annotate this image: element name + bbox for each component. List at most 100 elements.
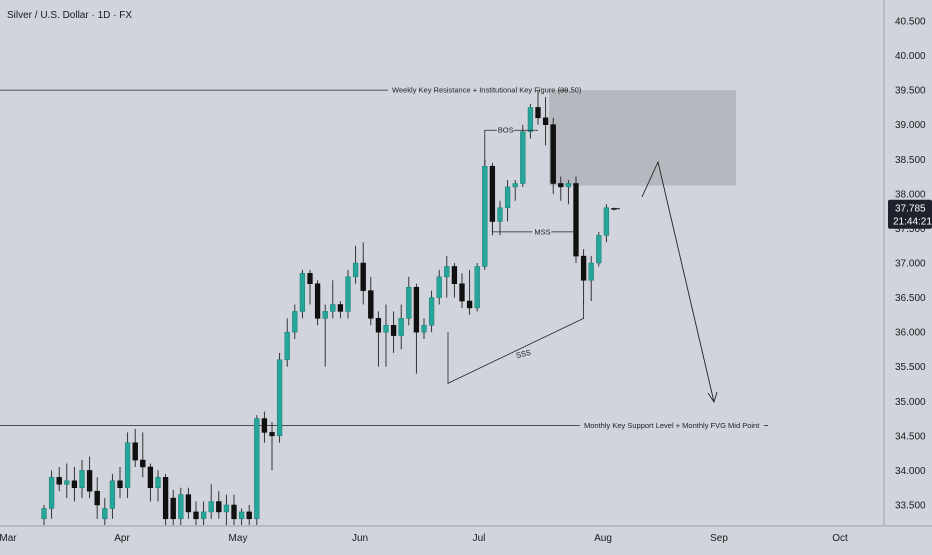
- candle-up: [254, 418, 260, 520]
- candle-up: [79, 470, 85, 488]
- candle-up: [497, 207, 503, 222]
- candle-up: [345, 276, 351, 312]
- candle-up: [436, 276, 442, 298]
- candle-down: [314, 283, 321, 319]
- candle-up: [330, 304, 336, 312]
- price-tick-label: 40.500: [895, 17, 926, 28]
- candle-down: [337, 304, 344, 312]
- candle-up: [124, 442, 131, 488]
- time-tick-label: Sep: [710, 533, 728, 544]
- candle-up: [48, 477, 55, 509]
- price-tick-label: 36.000: [895, 328, 926, 339]
- mss-line: [491, 220, 533, 233]
- candle-down: [231, 504, 237, 520]
- candle-up: [482, 165, 488, 267]
- sss-label: SSS: [515, 348, 532, 360]
- candle-down: [132, 442, 138, 461]
- price-tick-label: 37.000: [895, 259, 926, 270]
- candle-down: [580, 255, 587, 281]
- price-tick-label: 34.000: [895, 466, 926, 477]
- support-label: Monthly Key Support Level + Monthly FVG …: [584, 421, 760, 430]
- candle-up: [208, 501, 214, 513]
- candle-up: [504, 186, 511, 208]
- time-tick-label: Mar: [0, 533, 17, 544]
- projection-arrowhead: [707, 391, 718, 404]
- candle-down: [535, 107, 541, 119]
- candle-down: [216, 501, 222, 513]
- candle-down: [542, 117, 549, 125]
- projection-arrow: [641, 160, 715, 403]
- candle-up: [299, 273, 306, 312]
- sss-line: [447, 301, 584, 384]
- price-axis-background: [884, 0, 932, 550]
- candle-down: [558, 183, 564, 188]
- price-tick-partial: 37.500: [895, 224, 926, 235]
- price-tick-label: 36.500: [895, 293, 926, 304]
- candle-down: [573, 183, 579, 257]
- price-tick-label: 38.500: [895, 155, 926, 166]
- time-tick-label: Jun: [352, 533, 368, 544]
- price-badge-value: 37.785: [895, 204, 926, 215]
- time-tick-label: Jul: [473, 533, 486, 544]
- candle-up: [178, 494, 184, 520]
- candle-down: [459, 283, 465, 302]
- chart-title: Silver / U.S. Dollar · 1D · FX: [7, 10, 132, 21]
- time-tick-label: Aug: [594, 533, 612, 544]
- candle-up: [352, 262, 359, 278]
- candle-up: [109, 480, 116, 509]
- resistance-label: Weekly Key Resistance + Institutional Ke…: [392, 86, 582, 95]
- candle-up: [102, 508, 108, 520]
- time-axis[interactable]: Mar Apr May Jun Jul Aug Sep Oct: [0, 533, 848, 544]
- candle-down: [86, 470, 93, 492]
- candle-up: [596, 235, 602, 264]
- candle-up: [284, 331, 290, 361]
- candle-down: [140, 459, 146, 468]
- price-tick-label: 34.500: [895, 431, 926, 442]
- candle-up: [155, 477, 161, 488]
- candle-up: [383, 324, 389, 333]
- candle-down: [94, 490, 100, 506]
- resistance-zone: [549, 90, 736, 186]
- candle-up: [565, 183, 572, 188]
- bos-line: [484, 129, 497, 165]
- candle-up: [223, 504, 230, 513]
- candle-up: [520, 131, 526, 184]
- candle-up: [41, 508, 47, 520]
- candle-down: [451, 266, 458, 284]
- time-tick-label: Oct: [832, 533, 848, 544]
- price-tick-label: 35.500: [895, 362, 926, 373]
- candle-up: [292, 311, 298, 333]
- candle-up: [64, 480, 70, 485]
- candle-up: [474, 266, 480, 309]
- price-tick-label: 35.000: [895, 397, 926, 408]
- candle-up: [428, 297, 435, 326]
- mss-label: MSS: [534, 227, 550, 236]
- candle-down: [413, 286, 420, 333]
- candle-down: [489, 165, 496, 222]
- price-tick-label: 33.500: [895, 501, 926, 512]
- candle-up: [603, 207, 610, 236]
- bos-label: BOS: [498, 126, 514, 135]
- candle-down: [71, 480, 78, 488]
- candle-down: [185, 494, 192, 513]
- candle-down: [360, 262, 366, 291]
- price-axis[interactable]: 40.500 40.000 39.500 39.000 38.500 38.000 37.0…: [895, 17, 926, 512]
- candle-down: [368, 290, 374, 319]
- candle-down: [147, 466, 154, 488]
- price-tick-label: 40.000: [895, 51, 926, 62]
- candle-up: [527, 107, 534, 132]
- candles-group: [41, 90, 620, 525]
- time-tick-label: May: [229, 533, 248, 544]
- candle-up: [406, 286, 412, 319]
- candle-down: [261, 418, 268, 433]
- candle-down: [117, 480, 123, 488]
- candle-up: [444, 266, 450, 278]
- candle-down: [170, 497, 176, 520]
- candle-down: [375, 318, 382, 333]
- candle-up: [322, 311, 328, 319]
- price-tick-label: 39.000: [895, 120, 926, 131]
- candle-down: [466, 300, 473, 309]
